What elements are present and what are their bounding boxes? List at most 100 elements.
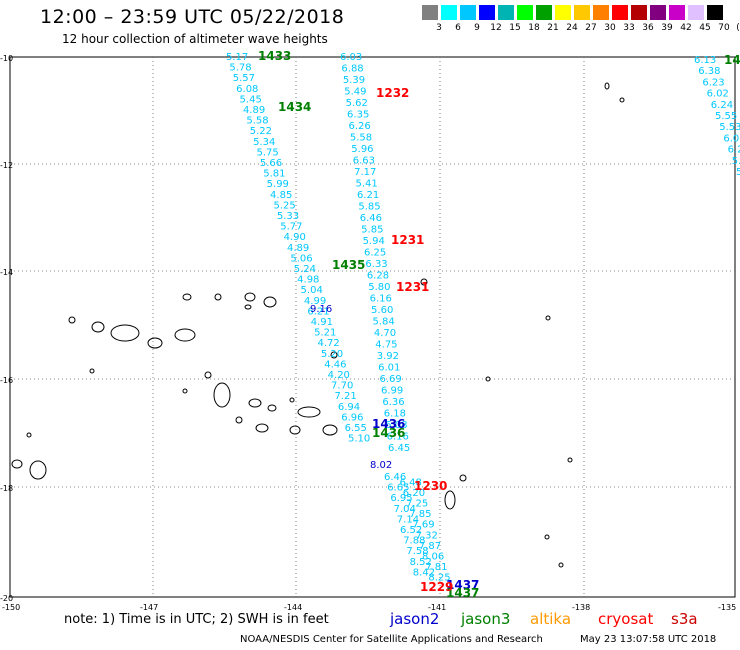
wave-height-value: 4.99 (304, 296, 326, 307)
island-outline (182, 388, 188, 394)
wave-height-value: 7.58 (406, 546, 428, 557)
map-border (9, 56, 736, 598)
wave-height-value: 5.84 (372, 317, 394, 328)
latitude-label: -18 (0, 484, 13, 493)
wave-height-value: 8.52 (410, 557, 432, 568)
island-outline (214, 293, 222, 301)
wave-height-value: 8.25 (428, 573, 450, 584)
track-value-labels: 5.175.785.576.085.454.895.585.225.345.75… (226, 49, 740, 600)
wave-height-value: 6.94 (338, 402, 360, 413)
lat-lon-grid (10, 57, 735, 597)
wave-height-value: 5.57 (233, 73, 255, 84)
island-outline (213, 382, 231, 408)
island-outline (26, 432, 32, 438)
wave-height-value: 5.66 (260, 158, 282, 169)
satellite-legend-altika: altika (530, 610, 572, 628)
longitude-label: -141 (428, 603, 446, 612)
island-outline (322, 424, 338, 436)
wave-height-value: 6.52 (400, 525, 422, 536)
wave-height-value: 6.03 (340, 52, 362, 63)
satellite-legend-cryosat: cryosat (598, 610, 654, 628)
island-outline (89, 368, 95, 374)
island-outline (255, 423, 269, 433)
wave-height-value: 5.62 (346, 98, 368, 109)
wave-height-value: 7.32 (416, 530, 438, 541)
wave-height-value: 6.16 (387, 432, 409, 443)
wave-height-value: 7.25 (406, 499, 428, 510)
wave-height-value: 4.20 (328, 370, 350, 381)
wave-height-value: 6.25 (364, 248, 386, 259)
wave-height-value: 6.65 (387, 483, 409, 494)
island-outline (289, 397, 295, 403)
island-outline (544, 534, 550, 540)
color-swatch (517, 5, 533, 20)
wave-height-value: 6.96 (341, 412, 363, 423)
color-swatch (479, 5, 495, 20)
color-swatch (612, 5, 628, 20)
wave-height-value: 6.13 (694, 55, 716, 66)
wave-height-value: 6.21 (357, 190, 379, 201)
color-scale-label: 15 (509, 23, 521, 33)
wave-height-value: 5.04 (301, 285, 323, 296)
map-title: 12:00 – 23:59 UTC 05/22/2018 (40, 6, 345, 28)
color-swatch (536, 5, 552, 20)
wave-height-value: 6.21 (307, 306, 329, 317)
island-outline (567, 457, 573, 463)
wave-height-value: 6.45 (388, 443, 410, 454)
island-outline (289, 425, 301, 435)
wave-height-value: 7.85 (409, 509, 431, 520)
island-outline (244, 304, 252, 310)
island-outlines (11, 82, 625, 568)
wave-height-value: 5.24 (294, 264, 316, 275)
wave-height-value: 8.06 (422, 552, 444, 563)
wave-height-value: 7.17 (354, 167, 376, 178)
color-swatch (422, 5, 438, 20)
longitude-label: -138 (572, 603, 590, 612)
island-outline (558, 562, 564, 568)
island-outline (444, 490, 456, 510)
wave-height-value: 5.20 (321, 349, 343, 360)
axis-labels: -10 -12 -14 -16 -18 -20-150 -147 -144 -141 -138 -1… (0, 54, 736, 612)
wave-height-value: 6.16 (370, 294, 392, 305)
wave-height-value: 6.55 (345, 423, 367, 434)
wave-height-value: 5.58 (350, 133, 372, 144)
wave-height-value: 5.60 (371, 305, 393, 316)
wave-height-value: 4.72 (318, 338, 340, 349)
wave-height-value: 4.89 (287, 243, 309, 254)
island-outline (235, 416, 243, 424)
longitude-label: -150 (2, 603, 20, 612)
island-outline (244, 292, 256, 302)
island-outline (330, 351, 338, 359)
wave-height-value: 5.96 (351, 144, 373, 155)
island-outline (485, 376, 491, 382)
island-outline (29, 460, 47, 480)
wave-height-value: 4.98 (297, 275, 319, 286)
wave-height-value: 6.28 (367, 271, 389, 282)
wave-height-value: 6.01 (378, 363, 400, 374)
wave-height-value: 5.49 (344, 87, 366, 98)
island-outline (297, 406, 321, 418)
longitude-label: -147 (140, 603, 158, 612)
wave-height-value: 3.92 (377, 351, 399, 362)
wave-height-value: 7.14 (397, 514, 419, 525)
island-outline (267, 404, 277, 412)
color-scale-label: 6 (455, 23, 461, 33)
latitude-label: -10 (0, 54, 13, 63)
color-scale-label: 9 (474, 23, 480, 33)
satellite-legend-s3a: s3a (671, 610, 698, 628)
latitude-label: -16 (0, 376, 13, 385)
wave-height-value: 5.85 (358, 202, 380, 213)
color-scale-label: 27 (585, 23, 597, 33)
color-scale-label: 70 (718, 23, 730, 33)
color-scale-label: 24 (566, 23, 578, 33)
wave-height-value: 4.91 (311, 317, 333, 328)
wave-height-value: 5.10 (348, 434, 370, 445)
map-frame (9, 56, 736, 598)
color-swatch (669, 5, 685, 20)
pass-time-label: 1231 (396, 280, 429, 294)
wave-height-value: 7.88 (403, 536, 425, 547)
island-outline (174, 328, 196, 342)
wave-height-value: 4.70 (374, 328, 396, 339)
wave-height-value: 4.90 (284, 232, 306, 243)
wave-height-value: 6.33 (365, 259, 387, 270)
